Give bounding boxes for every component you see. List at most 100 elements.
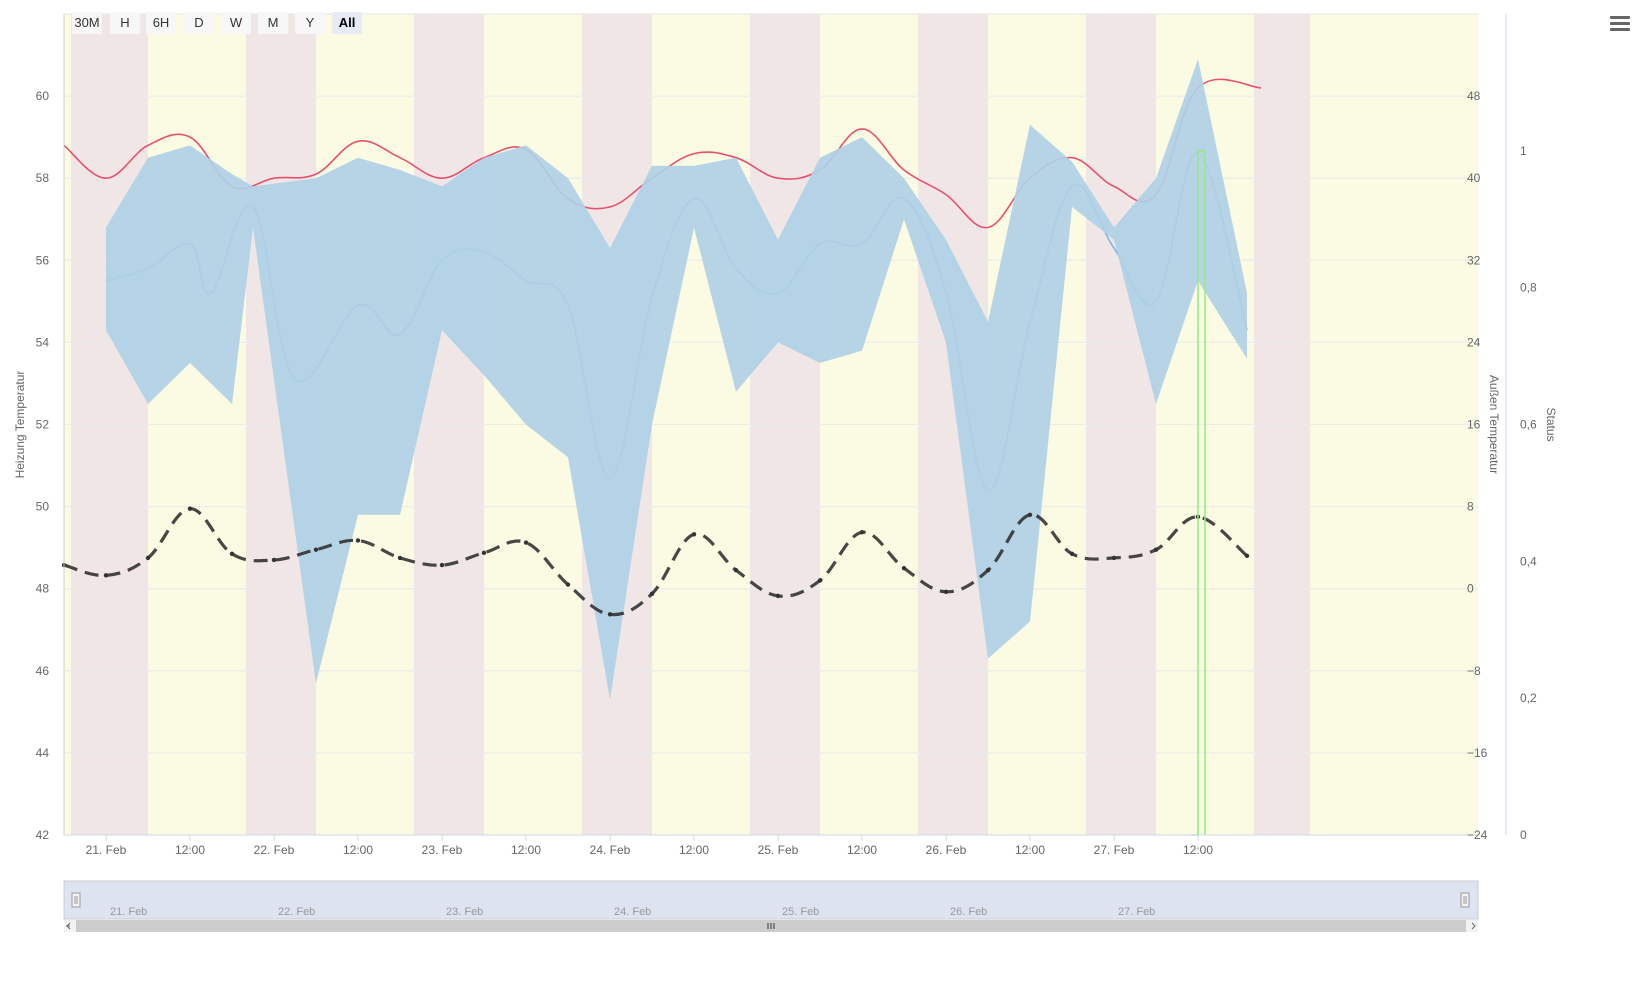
navigator-handle-left[interactable] <box>71 892 81 908</box>
outside-temperature-point[interactable] <box>439 562 445 568</box>
outside-temperature-point[interactable] <box>817 578 823 583</box>
outside-temperature-point[interactable] <box>607 612 613 617</box>
outside-temperature-point[interactable] <box>523 540 529 545</box>
status-axis-title: Status <box>1544 407 1558 441</box>
x-axis-tick-label: 12:00 <box>1015 843 1045 857</box>
outside-temperature-point[interactable] <box>1244 553 1250 559</box>
right-axis-tick-label: 40 <box>1467 171 1481 185</box>
scroll-left-arrow-icon[interactable] <box>66 922 71 930</box>
range-button-month[interactable]: M <box>258 12 288 34</box>
navigator-tick-label: 24. Feb <box>614 906 651 918</box>
right-axis-tick-label: 32 <box>1467 253 1481 267</box>
outside-temperature-point[interactable] <box>355 538 361 543</box>
left-axis-tick-label: 52 <box>36 418 50 432</box>
outside-temperature-point[interactable] <box>649 591 655 597</box>
flow-range-area-teal <box>106 59 1247 700</box>
right-axis-tick-label: 0 <box>1467 582 1474 596</box>
outside-temperature-point[interactable] <box>481 550 487 555</box>
x-axis-tick-label: 24. Feb <box>590 843 631 857</box>
outside-temperature-point[interactable] <box>271 557 277 563</box>
status-axis-tick-label: 0 <box>1520 828 1527 842</box>
x-axis-tick-label: 25. Feb <box>758 843 799 857</box>
range-button-1h[interactable]: H <box>110 12 140 34</box>
outside-temperature-point[interactable] <box>397 555 403 561</box>
scroll-right-arrow-icon[interactable] <box>1471 922 1476 930</box>
status-axis-tick-label: 0,8 <box>1520 281 1537 295</box>
range-button-all[interactable]: All <box>332 12 362 34</box>
navigator-tick-label: 26. Feb <box>950 906 987 918</box>
navigator-mask[interactable] <box>63 880 1479 920</box>
outside-temperature-line[interactable] <box>63 507 1249 617</box>
outside-temperature-point[interactable] <box>943 589 949 594</box>
x-axis-tick-label: 12:00 <box>679 843 709 857</box>
right-axis-tick-label: 8 <box>1467 500 1474 514</box>
outside-temperature-point[interactable] <box>103 573 109 578</box>
right-axis-tick-label: −8 <box>1467 664 1481 678</box>
outside-temperature-point[interactable] <box>1153 547 1159 552</box>
x-axis-tick-label: 12:00 <box>847 843 877 857</box>
outside-temperature-point[interactable] <box>985 568 991 573</box>
x-axis-tick-label: 12:00 <box>343 843 373 857</box>
left-axis-tick-label: 56 <box>36 253 50 267</box>
navigator-tick-label: 25. Feb <box>782 906 819 918</box>
left-axis-tick-label: 50 <box>36 500 50 514</box>
right-axis-tick-label: 48 <box>1467 89 1481 103</box>
left-axis-tick-label: 58 <box>36 171 50 185</box>
outside-temperature-point[interactable] <box>733 568 739 573</box>
range-button-day[interactable]: D <box>184 12 214 34</box>
outside-temperature-point[interactable] <box>313 547 319 552</box>
x-axis-tick-label: 12:00 <box>511 843 541 857</box>
right-axis-tick-label: −24 <box>1467 828 1488 842</box>
navigator-tick-label: 23. Feb <box>446 906 483 918</box>
range-button-year[interactable]: Y <box>295 12 325 34</box>
hamburger-menu-icon[interactable] <box>1610 16 1630 34</box>
series-group <box>106 59 1247 700</box>
outside-temperature-point[interactable] <box>1069 551 1075 557</box>
outside-temperature-point[interactable] <box>229 551 235 557</box>
flow-range-area <box>106 59 1247 700</box>
range-button-30m[interactable]: 30M <box>72 12 102 34</box>
x-axis-tick-label: 22. Feb <box>254 843 295 857</box>
x-axis-tick-label: 26. Feb <box>926 843 967 857</box>
right-axis-title: Außen Temperatur <box>1487 375 1501 474</box>
right-axis-tick-label: 16 <box>1467 418 1481 432</box>
x-axis-tick-label: 12:00 <box>1183 843 1213 857</box>
navigator-tick-label: 21. Feb <box>110 906 147 918</box>
navigator-handle-right[interactable] <box>1460 892 1470 908</box>
outside-temperature-point[interactable] <box>187 506 193 511</box>
x-axis-tick-label: 21. Feb <box>86 843 127 857</box>
outside-temperature-point[interactable] <box>775 593 781 599</box>
outside-temperature-point[interactable] <box>901 565 907 571</box>
menu-icon-bar <box>1610 22 1630 25</box>
x-axis-tick-label: 23. Feb <box>422 843 463 857</box>
outside-temperature-point[interactable] <box>145 555 151 561</box>
series-group <box>61 506 1250 617</box>
status-axis-tick-label: 0,2 <box>1520 691 1537 705</box>
left-axis-tick-label: 48 <box>36 582 50 596</box>
outside-temperature-point[interactable] <box>1027 512 1033 518</box>
menu-icon-bar <box>1610 16 1630 19</box>
x-axis-tick-label: 12:00 <box>175 843 205 857</box>
left-axis-title: Heizung Temperatur <box>13 371 27 479</box>
range-button-week[interactable]: W <box>221 12 251 34</box>
left-axis-tick-label: 42 <box>36 828 50 842</box>
outside-temperature-point[interactable] <box>691 532 697 537</box>
navigator-tick-label: 22. Feb <box>278 906 315 918</box>
left-axis-tick-label: 46 <box>36 664 50 678</box>
x-axis-tick-label: 27. Feb <box>1094 843 1135 857</box>
left-axis-tick-label: 60 <box>36 89 50 103</box>
outside-temperature-point[interactable] <box>1111 555 1117 561</box>
left-axis-tick-label: 44 <box>36 746 50 760</box>
status-axis-tick-label: 0,4 <box>1520 554 1537 568</box>
right-axis-tick-label: −16 <box>1467 746 1488 760</box>
menu-icon-bar <box>1610 28 1630 31</box>
navigator-tick-label: 27. Feb <box>1118 906 1155 918</box>
range-button-6h[interactable]: 6H <box>146 12 176 34</box>
status-axis-tick-label: 1 <box>1520 144 1527 158</box>
right-axis-tick-label: 24 <box>1467 335 1481 349</box>
outside-temperature-point[interactable] <box>859 530 865 535</box>
outside-temperature-point[interactable] <box>565 582 571 587</box>
left-axis-tick-label: 54 <box>36 335 50 349</box>
status-axis-tick-label: 0,6 <box>1520 418 1537 432</box>
